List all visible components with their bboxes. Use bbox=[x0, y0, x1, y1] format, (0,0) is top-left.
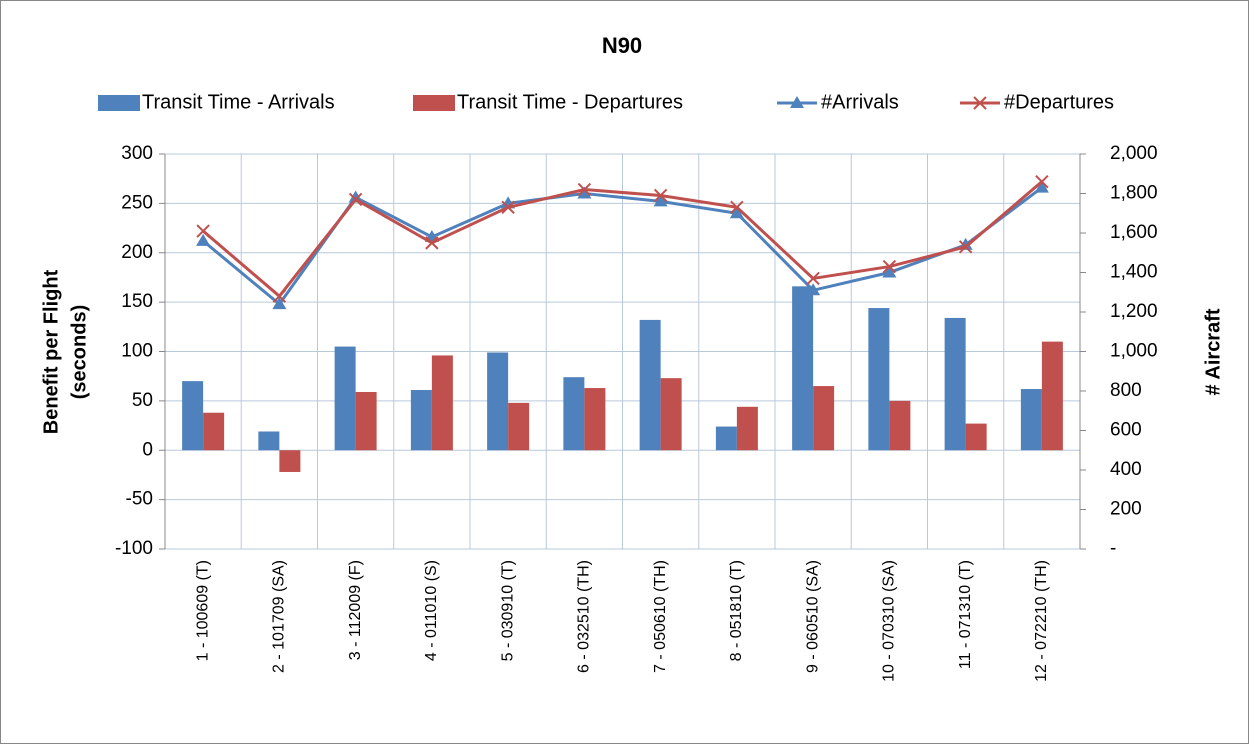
y2-tick-label: 2,000 bbox=[1110, 143, 1158, 164]
bar bbox=[431, 355, 453, 451]
marker bbox=[425, 236, 439, 250]
x-tick-label: 4 - 011010 (S) bbox=[423, 560, 440, 661]
y-tick-label: 200 bbox=[121, 242, 153, 263]
legend-label: Transit Time - Arrivals bbox=[142, 91, 335, 113]
legend-swatch bbox=[413, 95, 455, 111]
marker bbox=[1034, 180, 1049, 193]
marker bbox=[577, 186, 592, 199]
marker bbox=[730, 200, 744, 215]
bar bbox=[965, 423, 987, 451]
y2-tick-label: 1,600 bbox=[1110, 222, 1158, 243]
x-tick-label: 6 - 032510 (TH) bbox=[576, 560, 593, 673]
legend-label: #Arrivals bbox=[821, 91, 899, 113]
marker bbox=[729, 206, 744, 219]
x-tick-label: 9 - 060510 (SA) bbox=[804, 560, 821, 673]
x-tick-label: 1 - 100609 (T) bbox=[194, 560, 211, 661]
x-tick-label: 12 - 072210 (TH) bbox=[1033, 560, 1050, 682]
y2-tick-label: 400 bbox=[1110, 459, 1142, 480]
bar bbox=[203, 412, 225, 451]
marker bbox=[806, 271, 820, 286]
marker bbox=[653, 194, 668, 207]
y2-axis-title: # Aircraft bbox=[1202, 308, 1224, 395]
bar bbox=[813, 386, 835, 451]
x-tick-label: 2 - 101709 (SA) bbox=[271, 560, 288, 673]
bar bbox=[584, 388, 606, 451]
bar bbox=[563, 377, 585, 451]
y-tick-label: -100 bbox=[115, 538, 153, 559]
bar bbox=[736, 406, 758, 451]
bar bbox=[792, 286, 814, 451]
y2-tick-label: 1,800 bbox=[1110, 183, 1158, 204]
y-tick-label: 250 bbox=[121, 192, 153, 213]
marker bbox=[196, 233, 211, 246]
bar bbox=[660, 378, 682, 451]
x-tick-label: 11 - 071310 (T) bbox=[957, 560, 974, 669]
x-tick-label: 7 - 050610 (TH) bbox=[652, 560, 669, 673]
bar bbox=[487, 352, 509, 451]
marker bbox=[1035, 174, 1049, 189]
bar bbox=[868, 308, 890, 451]
bar bbox=[258, 431, 280, 451]
y-tick-label: 100 bbox=[121, 341, 153, 362]
legend-marker bbox=[973, 96, 987, 110]
legend-label: Transit Time - Departures bbox=[457, 91, 683, 113]
marker bbox=[272, 297, 287, 310]
y-tick-label: 300 bbox=[121, 143, 153, 164]
bar bbox=[410, 390, 432, 451]
legend-label: #Departures bbox=[1004, 91, 1114, 113]
bar bbox=[279, 450, 301, 472]
marker bbox=[348, 190, 363, 203]
x-tick-label: 8 - 051810 (T) bbox=[728, 560, 745, 661]
marker bbox=[882, 259, 897, 274]
y2-tick-label: 1,000 bbox=[1110, 341, 1158, 362]
marker bbox=[348, 192, 363, 207]
bar bbox=[1041, 341, 1063, 451]
bar bbox=[944, 317, 966, 451]
marker bbox=[196, 224, 210, 238]
y2-tick-label: 800 bbox=[1110, 380, 1142, 401]
y-axis-title: Benefit per Flight bbox=[40, 269, 62, 434]
y2-tick-label: 200 bbox=[1110, 499, 1142, 520]
y-tick-label: -50 bbox=[126, 489, 153, 510]
bar bbox=[639, 319, 661, 451]
marker bbox=[577, 182, 592, 197]
line bbox=[202, 180, 1043, 299]
chart-title: N90 bbox=[602, 33, 642, 58]
bar bbox=[334, 346, 356, 451]
y-tick-label: 50 bbox=[132, 390, 153, 411]
y-axis-title: (seconds) bbox=[68, 305, 90, 399]
marker bbox=[653, 188, 668, 203]
marker bbox=[958, 240, 973, 254]
bar bbox=[889, 400, 911, 451]
y2-tick-label: - bbox=[1110, 538, 1116, 559]
bar bbox=[355, 391, 377, 451]
marker bbox=[882, 265, 897, 278]
y2-tick-label: 1,400 bbox=[1110, 262, 1158, 283]
y-tick-label: 150 bbox=[121, 291, 153, 312]
x-tick-label: 5 - 030910 (T) bbox=[499, 560, 516, 661]
bar bbox=[508, 402, 530, 451]
legend-marker bbox=[790, 96, 804, 108]
marker bbox=[806, 283, 821, 296]
marker bbox=[272, 289, 287, 303]
x-tick-label: 10 - 070310 (SA) bbox=[881, 560, 898, 682]
marker bbox=[501, 200, 515, 215]
x-tick-label: 3 - 112009 (F) bbox=[347, 560, 364, 660]
legend-swatch bbox=[98, 95, 140, 111]
bar bbox=[1020, 389, 1042, 451]
y2-tick-label: 1,200 bbox=[1110, 301, 1158, 322]
y-tick-label: 0 bbox=[142, 439, 153, 460]
bar bbox=[182, 381, 204, 451]
y2-tick-label: 600 bbox=[1110, 420, 1142, 441]
bar bbox=[715, 426, 737, 451]
